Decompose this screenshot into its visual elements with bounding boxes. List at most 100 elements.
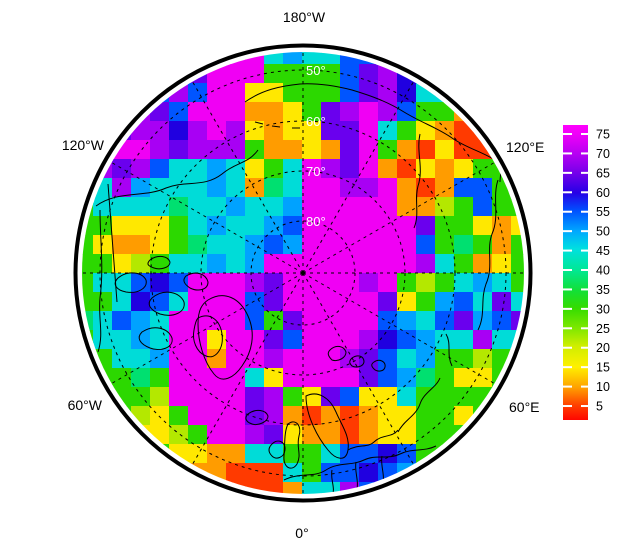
map-cell [131, 235, 151, 255]
map-cell [397, 387, 417, 407]
map-cell [378, 254, 398, 274]
map-cell [302, 102, 322, 122]
map-cell [112, 444, 132, 464]
latitude-ring [150, 120, 456, 426]
map-cell [207, 425, 227, 445]
map-cell [359, 64, 379, 84]
map-cell [378, 349, 398, 369]
colorbar-tick-label: 50 [596, 225, 610, 239]
map-cell [264, 235, 284, 255]
map-cell [359, 254, 379, 274]
map-cell [397, 330, 417, 350]
map-cell [302, 368, 322, 388]
coastlines [95, 83, 502, 494]
map-cell [359, 463, 379, 483]
map-cell [511, 52, 524, 65]
map-cell [82, 159, 94, 179]
island-iceland [245, 409, 269, 425]
map-cell [82, 482, 94, 494]
map-cell [416, 140, 436, 160]
map-cell [397, 425, 417, 445]
map-cell [435, 121, 455, 141]
map-cell [82, 83, 94, 103]
map-cell [454, 349, 474, 369]
map-cell [340, 311, 360, 331]
colorbar-tick-label: 10 [596, 380, 610, 394]
map-cell [131, 273, 151, 293]
map-cell [302, 178, 322, 198]
map-cell [188, 121, 208, 141]
colorbar-tick-label: 40 [596, 264, 610, 278]
map-cell [435, 216, 455, 236]
map-cell [188, 216, 208, 236]
map-cell [397, 444, 417, 464]
map-cell [188, 159, 208, 179]
map-cell [264, 64, 284, 84]
map-cell [169, 387, 189, 407]
map-cell [435, 330, 455, 350]
map-cell [188, 254, 208, 274]
meridian-line [302, 272, 495, 384]
map-cell [264, 311, 284, 331]
map-cell [302, 216, 322, 236]
map-cell [340, 159, 360, 179]
map-cell [340, 235, 360, 255]
map-cell [435, 197, 455, 217]
map-cell [454, 368, 474, 388]
map-cell [511, 273, 524, 293]
map-cell [112, 235, 132, 255]
map-cell [264, 330, 284, 350]
map-cell [283, 52, 303, 65]
map-cell [150, 159, 170, 179]
map-cell [416, 292, 436, 312]
map-cell [112, 254, 132, 274]
map-cell [302, 235, 322, 255]
map-cell [492, 349, 512, 369]
map-cell [131, 197, 151, 217]
map-cell [397, 121, 417, 141]
map-cell [302, 425, 322, 445]
map-cell [359, 178, 379, 198]
map-cell [435, 463, 455, 483]
map-cell [226, 216, 246, 236]
map-cell [416, 311, 436, 331]
map-cell [492, 311, 512, 331]
map-cell [340, 330, 360, 350]
map-cell [378, 216, 398, 236]
map-cell [302, 482, 322, 494]
map-cell [378, 159, 398, 179]
map-cell [245, 216, 265, 236]
map-cell [188, 292, 208, 312]
map-cell [473, 64, 493, 84]
map-cell [245, 292, 265, 312]
map-cell [131, 52, 151, 65]
map-cell [454, 52, 474, 65]
map-cell [511, 121, 524, 141]
map-cell [397, 216, 417, 236]
map-cell [264, 273, 284, 293]
map-cell [302, 330, 322, 350]
map-cell [226, 406, 246, 426]
map-cell [283, 311, 303, 331]
map-cell [112, 83, 132, 103]
map-cell [321, 330, 341, 350]
map-cell [492, 482, 512, 494]
map-cell [264, 463, 284, 483]
map-cell [302, 406, 322, 426]
map-cell [245, 159, 265, 179]
map-cell [492, 463, 512, 483]
map-cell [397, 159, 417, 179]
map-cell [93, 102, 113, 122]
map-cell [207, 330, 227, 350]
colorbar-tick-label: 65 [596, 166, 610, 180]
map-cell [283, 444, 303, 464]
map-cell [169, 159, 189, 179]
map-cell [131, 387, 151, 407]
map-cell [226, 425, 246, 445]
map-cell [321, 140, 341, 160]
map-cell [321, 425, 341, 445]
map-cell [435, 178, 455, 198]
map-cell [359, 235, 379, 255]
meridian-line [302, 81, 414, 274]
